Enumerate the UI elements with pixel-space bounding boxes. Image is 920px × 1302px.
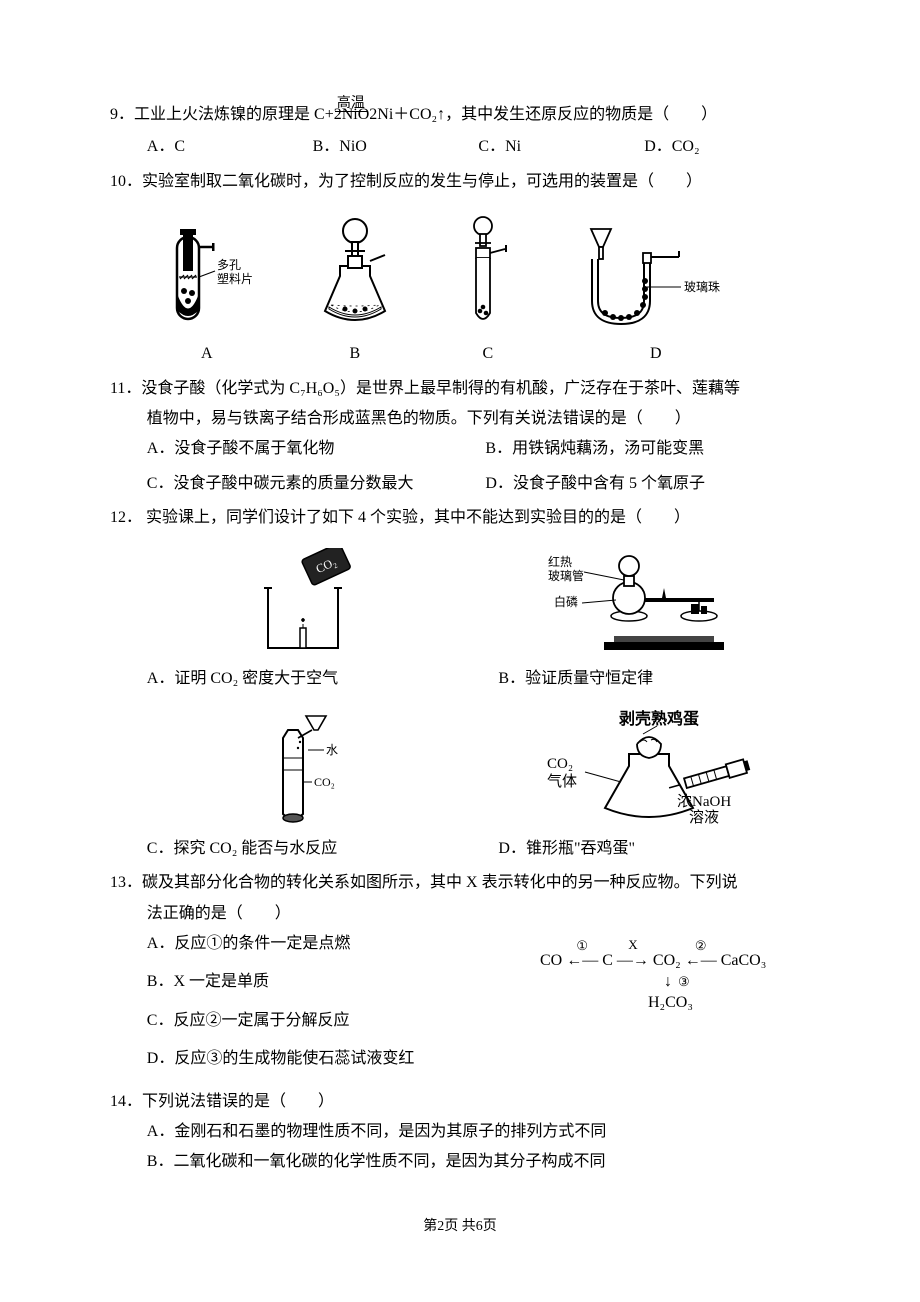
q12-fig-d-icon: 剥壳熟鸡蛋 CO₂ 气体 [539,708,769,828]
q10-device-c: C [443,211,533,369]
question-10: 10．实验室制取二氧化碳时，为了控制反应的发生与停止，可选用的装置是（ ） [110,167,810,370]
svg-text:CO₂: CO₂ [547,756,573,772]
q9-stem-pre: 工业上火法炼镍的原理是 C+2NiO [134,106,369,123]
q12-cell-a: CO₂ A．证明 CO₂ 密度大于空气 [147,548,459,694]
q11-opt-d: D．没食子酸中含有 5 个氧原子 [485,469,810,499]
q9-opt-b: B．NiO [313,132,479,162]
svg-text:玻璃管: 玻璃管 [548,568,584,583]
q12-cell-d: 剥壳熟鸡蛋 CO₂ 气体 [498,708,810,864]
q13-diagram: CO ①←— C X—→ CO₂ ②←— CaCO₃ ↓③ H₂CO₃ [540,929,810,1083]
q12-fig-b-icon: 红热 玻璃管 白磷 [544,548,764,658]
svg-text:气体: 气体 [547,773,577,790]
q12-cell-c: 水 CO₂ C．探究 CO₂ 能否与水反应 [147,708,459,864]
q11-opt-b: B．用铁锅炖藕汤，汤可能变黑 [485,434,810,464]
q12-row1: CO₂ A．证明 CO₂ 密度大于空气 [110,548,810,694]
device-a-icon: 多孔 塑料片 [147,221,267,331]
page-footer: 第2页 共6页 [110,1214,810,1241]
svg-text:多孔: 多孔 [217,258,241,272]
device-c-icon [443,211,533,331]
q13-opt-b: B．X 一定是单质 [147,967,530,997]
svg-text:CO₂: CO₂ [314,775,335,789]
q9-opt-d: D．CO₂ [644,132,810,162]
svg-text:水: 水 [326,743,338,757]
q11-stem-line1: 11．没食子酸（化学式为 C₇H₆O₅）是世界上最早制得的有机酸，广泛存在于茶叶… [110,374,810,404]
q13-stem-line1: 13．碳及其部分化合物的转化关系如图所示，其中 X 表示转化中的另一种反应物。下… [110,868,810,898]
q13-opt-d: D．反应③的生成物能使石蕊试液变红 [147,1044,530,1074]
svg-text:玻璃珠: 玻璃珠 [684,280,720,294]
q13-stem-line2: 法正确的是（ ） [110,899,810,929]
q11-opt-c: C．没食子酸中碳元素的质量分数最大 [147,469,472,499]
q10-label-b: B [349,339,360,369]
question-12: 12． 实验课上，同学们设计了如下 4 个实验，其中不能达到实验目的的是（ ） … [110,503,810,864]
q12-row2: 水 CO₂ C．探究 CO₂ 能否与水反应 剥壳熟鸡蛋 CO₂ [110,708,810,864]
svg-text:溶液: 溶液 [689,809,719,826]
q9-num: 9． [110,106,134,123]
q9-options: A．C B．NiO C．Ni D．CO₂ [110,132,810,162]
d-co: CO [540,952,562,969]
q10-label-c: C [482,339,493,369]
device-b-icon [305,211,405,331]
question-14: 14．下列说法错误的是（ ） A．金刚石和石墨的物理性质不同，是因为其原子的排列… [110,1087,810,1178]
q14-num: 14． [110,1093,142,1110]
q11-stem-line2: 植物中，易与铁离子结合形成蓝黑色的物质。下列有关说法错误的是（ ） [110,404,810,434]
q10-devices: 多孔 塑料片 A B [110,211,810,369]
q13-body: A．反应①的条件一定是点燃 B．X 一定是单质 C．反应②一定属于分解反应 D．… [110,929,810,1083]
q9-opt-a: A．C [147,132,313,162]
q10-device-d: 玻璃珠 D [571,221,741,369]
q11-num: 11． [110,380,141,397]
q12-opt-b: B．验证质量守恒定律 [498,664,653,694]
svg-text:剥壳熟鸡蛋: 剥壳熟鸡蛋 [619,709,699,728]
question-11: 11．没食子酸（化学式为 C₇H₆O₅）是世界上最早制得的有机酸，广泛存在于茶叶… [110,374,810,500]
d-c: C [602,952,613,969]
q12-fig-a-icon: CO₂ [228,548,378,658]
svg-text:塑料片: 塑料片 [217,271,253,286]
q11-options: A．没食子酸不属于氧化物 B．用铁锅炖藕汤，汤可能变黑 C．没食子酸中碳元素的质… [110,434,810,499]
q12-stem: 12． 实验课上，同学们设计了如下 4 个实验，其中不能达到实验目的的是（ ） [110,503,810,533]
arrow-1-icon: ①←— [566,951,598,972]
svg-text:红热: 红热 [548,554,572,569]
q13-options: A．反应①的条件一定是点燃 B．X 一定是单质 C．反应②一定属于分解反应 D．… [147,929,530,1083]
svg-text:白磷: 白磷 [554,594,578,609]
q9-opt-c: C．Ni [478,132,644,162]
q14-opt-b: B．二氧化碳和一氧化碳的化学性质不同，是因为其分子构成不同 [110,1147,810,1177]
q10-device-b: B [305,211,405,369]
arrow-x-icon: X—→ [617,951,649,972]
q13-opt-a: A．反应①的条件一定是点燃 [147,929,530,959]
svg-text:浓NaOH: 浓NaOH [677,793,731,810]
question-9: 9．工业上火法炼镍的原理是 C+2NiO高温2Ni＋CO₂↑，其中发生还原反应的… [110,100,810,163]
q10-device-a: 多孔 塑料片 A [147,221,267,369]
q12-opt-a: A．证明 CO₂ 密度大于空气 [147,664,338,694]
q10-label-d: D [650,339,662,369]
q14-stem: 14．下列说法错误的是（ ） [110,1087,810,1117]
q13-opt-c: C．反应②一定属于分解反应 [147,1006,530,1036]
arrow-3-icon: ↓③ [664,972,672,993]
q10-stem: 10．实验室制取二氧化碳时，为了控制反应的发生与停止，可选用的装置是（ ） [110,167,810,197]
q10-num: 10． [110,173,142,190]
q10-label-a: A [201,339,213,369]
q12-cell-b: 红热 玻璃管 白磷 B．验证质量守恒定律 [498,548,810,694]
q11-opt-a: A．没食子酸不属于氧化物 [147,434,472,464]
device-d-icon: 玻璃珠 [571,221,741,331]
arrow-2-icon: ②←— [685,951,717,972]
q12-num: 12． [110,509,142,526]
q9-stem: 9．工业上火法炼镍的原理是 C+2NiO高温2Ni＋CO₂↑，其中发生还原反应的… [110,100,810,130]
d-h2co3: H₂CO₃ [648,994,693,1011]
q12-opt-c: C．探究 CO₂ 能否与水反应 [147,834,337,864]
q12-opt-d: D．锥形瓶"吞鸡蛋" [498,834,635,864]
q9-stem-post: 2Ni＋CO₂↑，其中发生还原反应的物质是（ ） [369,106,717,123]
d-co2: CO₂ [653,952,681,969]
question-13: 13．碳及其部分化合物的转化关系如图所示，其中 X 表示转化中的另一种反应物。下… [110,868,810,1082]
q13-num: 13． [110,874,142,891]
q14-opt-a: A．金刚石和石墨的物理性质不同，是因为其原子的排列方式不同 [110,1117,810,1147]
q12-fig-c-icon: 水 CO₂ [228,708,378,828]
d-caco3: CaCO₃ [721,952,767,969]
